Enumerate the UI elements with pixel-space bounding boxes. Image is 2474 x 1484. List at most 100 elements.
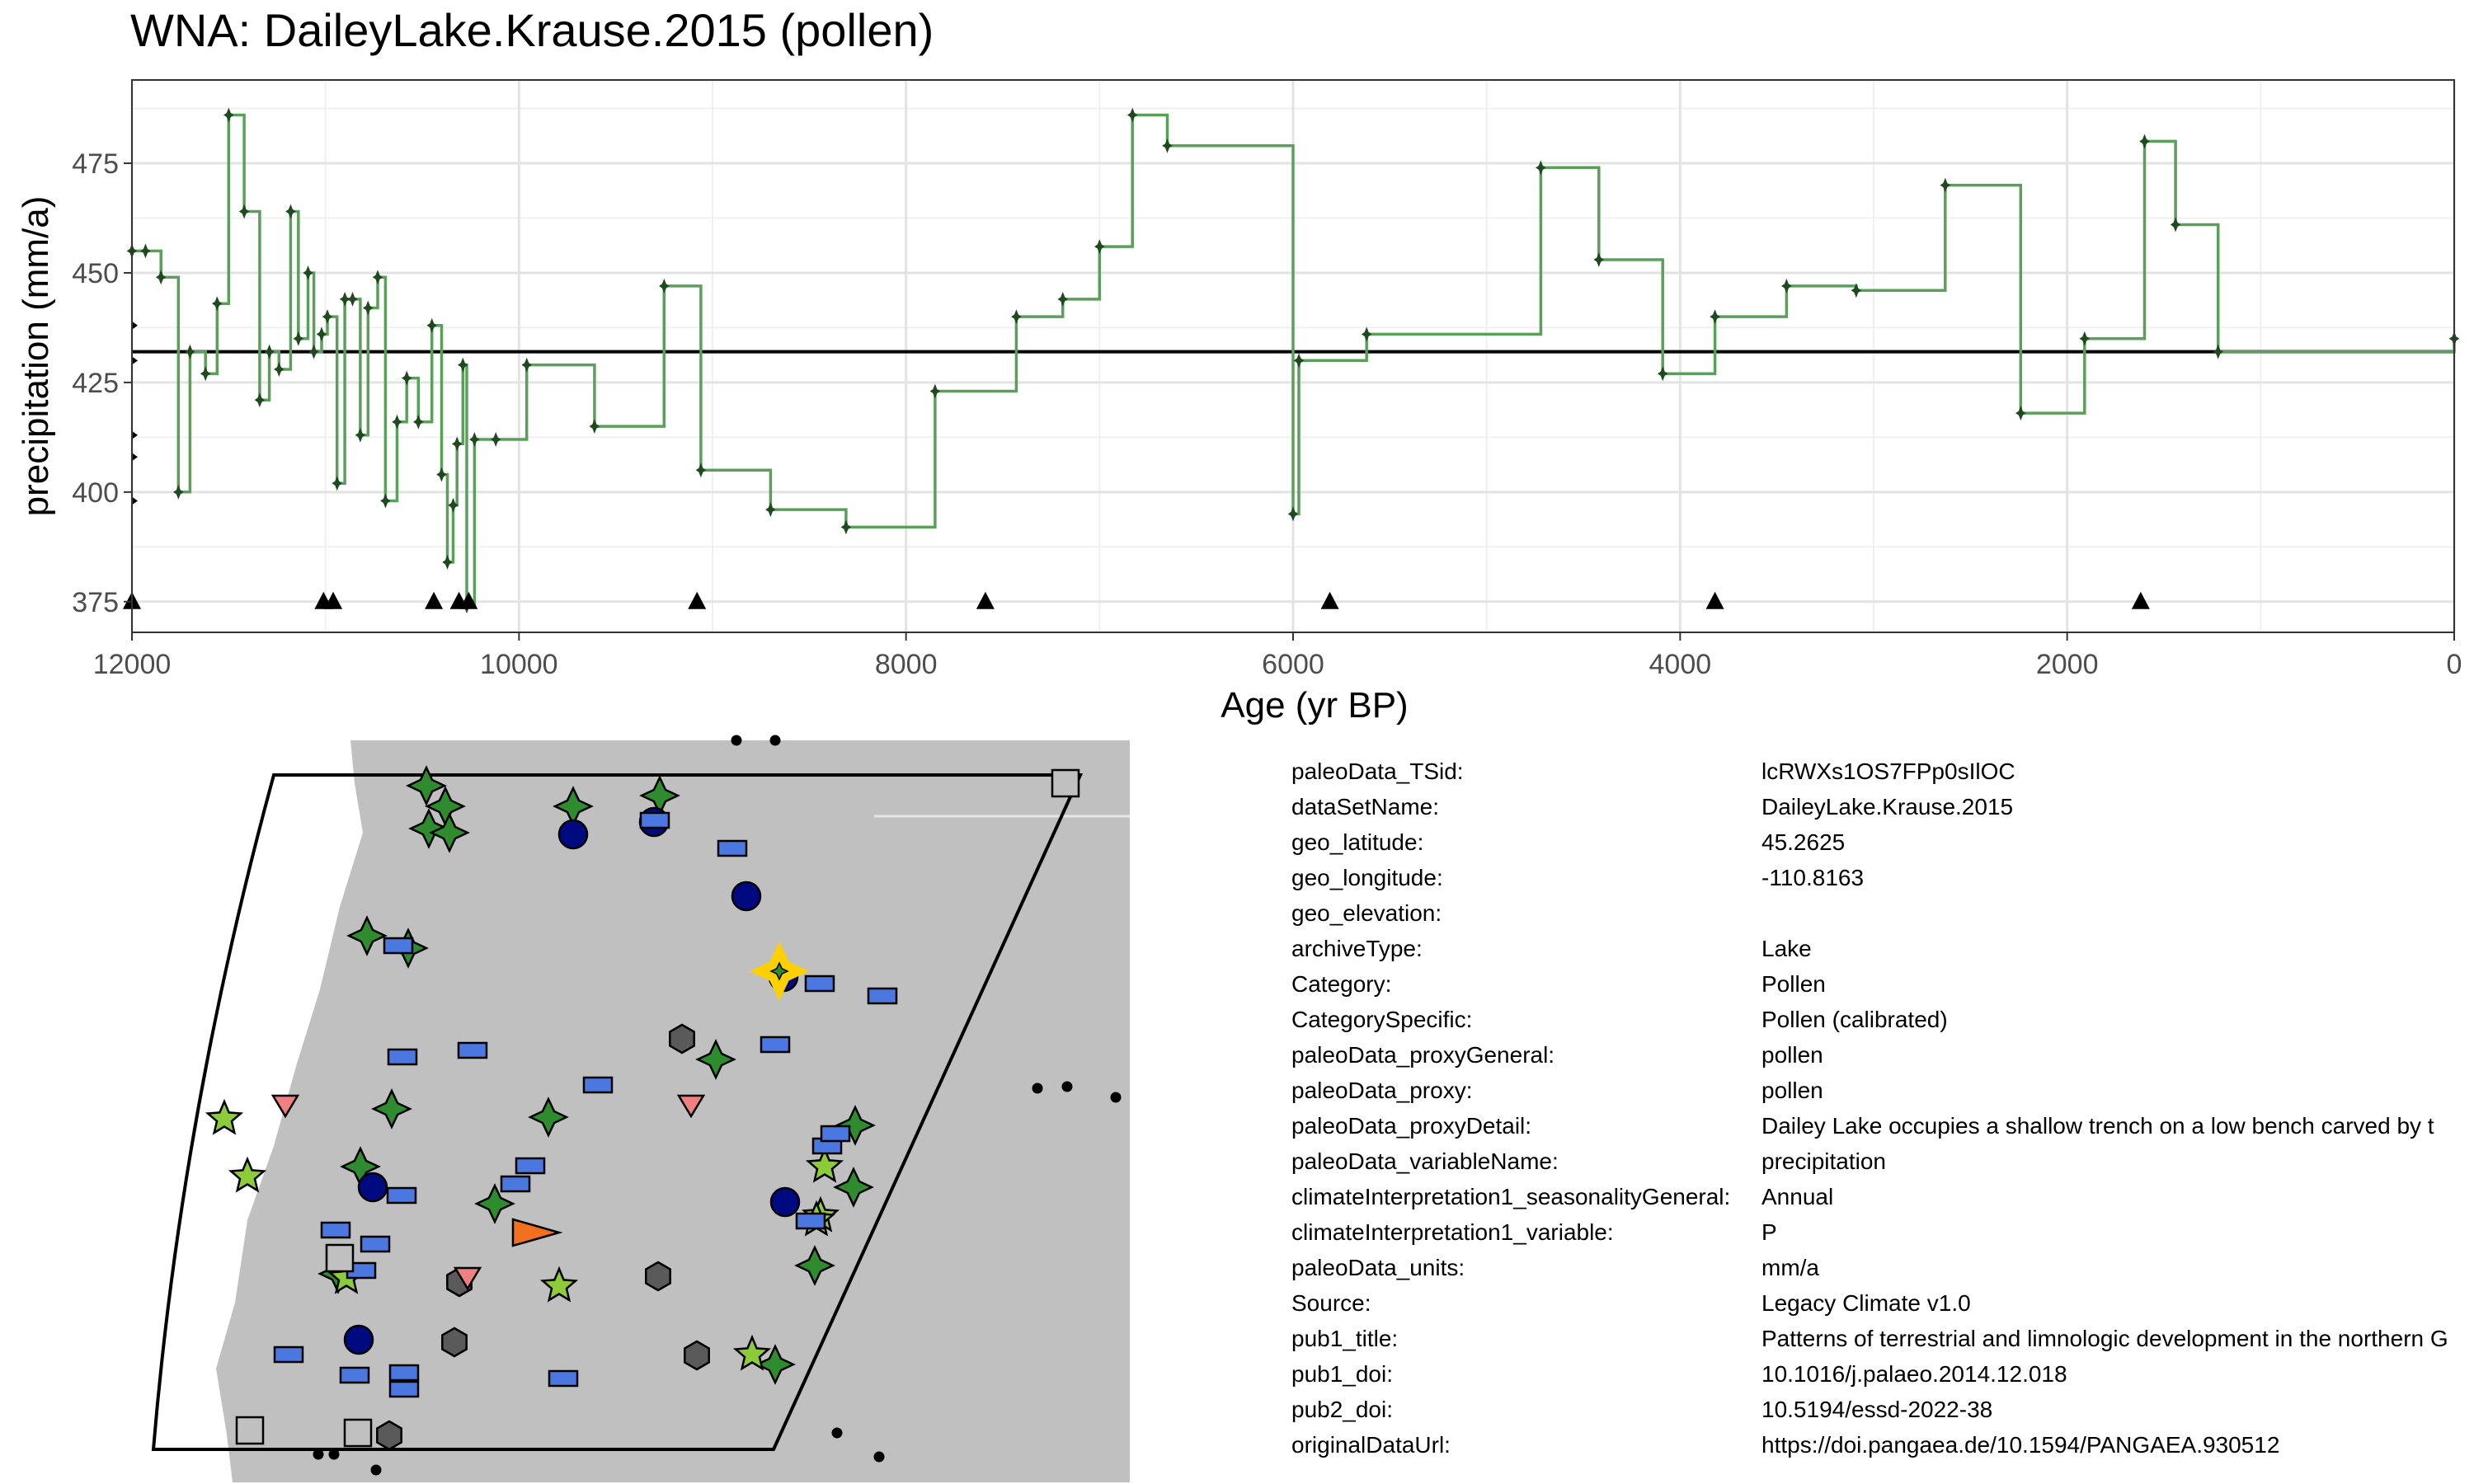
data-point: [659, 278, 670, 294]
map-marker-dot: [831, 1427, 843, 1439]
chart-series: [126, 107, 2460, 614]
data-point: [929, 383, 941, 399]
map-marker-triangle: [453, 1266, 482, 1291]
y-tick-label: 450: [72, 258, 119, 289]
map-marker-hexagon: [441, 1327, 468, 1358]
map-marker-hexagon: [669, 1023, 695, 1054]
precipitation-chart: 12000 10000 8000 6000 4000 2000 0 375 400 425 450 4…: [16, 79, 2462, 726]
map-frame: [151, 773, 1084, 1451]
data-point: [303, 265, 313, 280]
data-point: [372, 270, 383, 285]
map-marker-rectangle: [360, 1235, 391, 1253]
data-point: [1057, 291, 1069, 307]
y-tick-label: 400: [72, 477, 119, 509]
age-control-marker: [976, 591, 995, 609]
map-marker-dot: [313, 1449, 324, 1460]
x-tick-label: 10000: [480, 649, 558, 680]
map-marker-light-star: [539, 1266, 579, 1303]
data-point: [521, 357, 533, 373]
map-marker-square: [343, 1418, 373, 1448]
edge-point-marker: [132, 321, 138, 330]
map-marker-triangle: [676, 1094, 706, 1119]
map-marker-rectangle: [639, 811, 670, 829]
data-point: [1293, 353, 1305, 369]
data-point: [2079, 331, 2091, 346]
metadata-key: dataSetName:: [1291, 794, 1439, 819]
map-marker-rectangle: [867, 987, 898, 1005]
metadata-value: 10.5194/essd-2022-38: [1761, 1397, 1993, 1422]
map-marker-dot: [731, 735, 742, 746]
x-tick-label: 2000: [2036, 649, 2099, 680]
map-marker-dark-star: [408, 808, 449, 849]
metadata-key: paleoData_proxyGeneral:: [1291, 1042, 1555, 1068]
edge-point-marker: [132, 356, 138, 365]
data-point: [380, 493, 391, 509]
x-tick-label: 12000: [93, 649, 172, 680]
data-point: [1011, 309, 1022, 325]
map-marker-triangle: [270, 1094, 300, 1119]
map-marker-dark-star: [835, 1105, 876, 1146]
edge-point-marker: [132, 430, 138, 439]
data-point: [436, 467, 447, 482]
map-marker-rectangle: [273, 1345, 304, 1364]
map-marker-light-star: [805, 1146, 844, 1183]
metadata-key: archiveType:: [1291, 936, 1423, 961]
metadata-key: paleoData_proxyDetail:: [1291, 1113, 1532, 1139]
metadata-key: Source:: [1291, 1290, 1371, 1316]
data-point: [457, 357, 468, 373]
y-tick-label: 375: [72, 587, 119, 618]
data-point: [200, 366, 211, 382]
metadata-value: lcRWXs1OS7FPp0sIlOC: [1761, 758, 2015, 784]
map-marker-rectangle: [457, 1041, 488, 1059]
map-marker-circle: [357, 1172, 388, 1203]
land-mass: [216, 740, 1130, 1482]
data-point: [285, 204, 296, 219]
metadata-value: P: [1761, 1219, 1777, 1245]
map-marker-dot: [769, 735, 781, 746]
site-map: [130, 735, 1130, 1482]
map-marker-site-center: [769, 961, 789, 981]
map-marker-rectangle: [383, 937, 414, 955]
map-marker-dark-star: [371, 1088, 412, 1129]
map-marker-hexagon: [645, 1261, 671, 1292]
map-marker-circle: [731, 881, 762, 912]
map-marker-rectangle: [548, 1369, 579, 1388]
metadata-key: CategorySpecific:: [1291, 1007, 1473, 1032]
data-point: [332, 476, 343, 491]
data-point: [695, 463, 707, 478]
age-control-marker: [1320, 591, 1339, 609]
metadata-key: geo_latitude:: [1291, 829, 1424, 855]
metadata-value: pollen: [1761, 1042, 1823, 1068]
metadata-key: paleoData_proxy:: [1291, 1078, 1473, 1103]
data-point: [1536, 160, 1546, 176]
metadata-value: Pollen: [1761, 971, 1826, 997]
map-marker-rectangle: [820, 1125, 851, 1143]
metadata-value: 45.2625: [1761, 829, 1846, 855]
data-point: [316, 326, 327, 342]
map-marker-rectangle: [386, 1186, 417, 1205]
data-point: [355, 427, 366, 443]
map-marker-dark-star: [474, 1183, 515, 1224]
data-point: [155, 270, 167, 285]
data-point: [185, 344, 195, 359]
metadata-key: Category:: [1291, 971, 1392, 997]
data-point: [1287, 506, 1299, 522]
metadata-key: pub2_doi:: [1291, 1397, 1394, 1422]
metadata-value: -110.8163: [1761, 865, 1865, 890]
data-point: [448, 497, 459, 513]
metadata-key: geo_longitude:: [1291, 865, 1443, 890]
map-marker-dot: [1061, 1081, 1073, 1092]
data-point: [238, 204, 250, 219]
data-point: [347, 291, 358, 307]
map-marker-light-star: [732, 1334, 772, 1371]
map-marker-rectangle: [388, 1364, 420, 1382]
data-point: [1094, 239, 1105, 255]
map-marker-square: [1051, 768, 1080, 798]
data-point: [322, 309, 333, 325]
data-point: [293, 331, 304, 346]
data-point: [1361, 326, 1372, 342]
metadata-key: paleoData_variableName:: [1291, 1148, 1559, 1174]
x-tick-label: 8000: [875, 649, 938, 680]
data-point: [1781, 278, 1792, 294]
data-point: [274, 361, 285, 377]
